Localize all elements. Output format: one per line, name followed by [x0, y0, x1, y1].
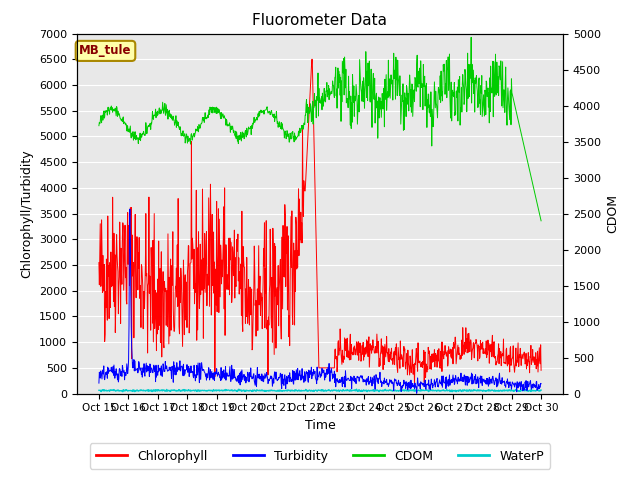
Title: Fluorometer Data: Fluorometer Data — [253, 13, 387, 28]
Legend: Chlorophyll, Turbidity, CDOM, WaterP: Chlorophyll, Turbidity, CDOM, WaterP — [90, 444, 550, 469]
X-axis label: Time: Time — [305, 419, 335, 432]
Y-axis label: CDOM: CDOM — [607, 194, 620, 233]
Text: MB_tule: MB_tule — [79, 44, 132, 58]
Y-axis label: Chlorophyll/Turbidity: Chlorophyll/Turbidity — [20, 149, 33, 278]
